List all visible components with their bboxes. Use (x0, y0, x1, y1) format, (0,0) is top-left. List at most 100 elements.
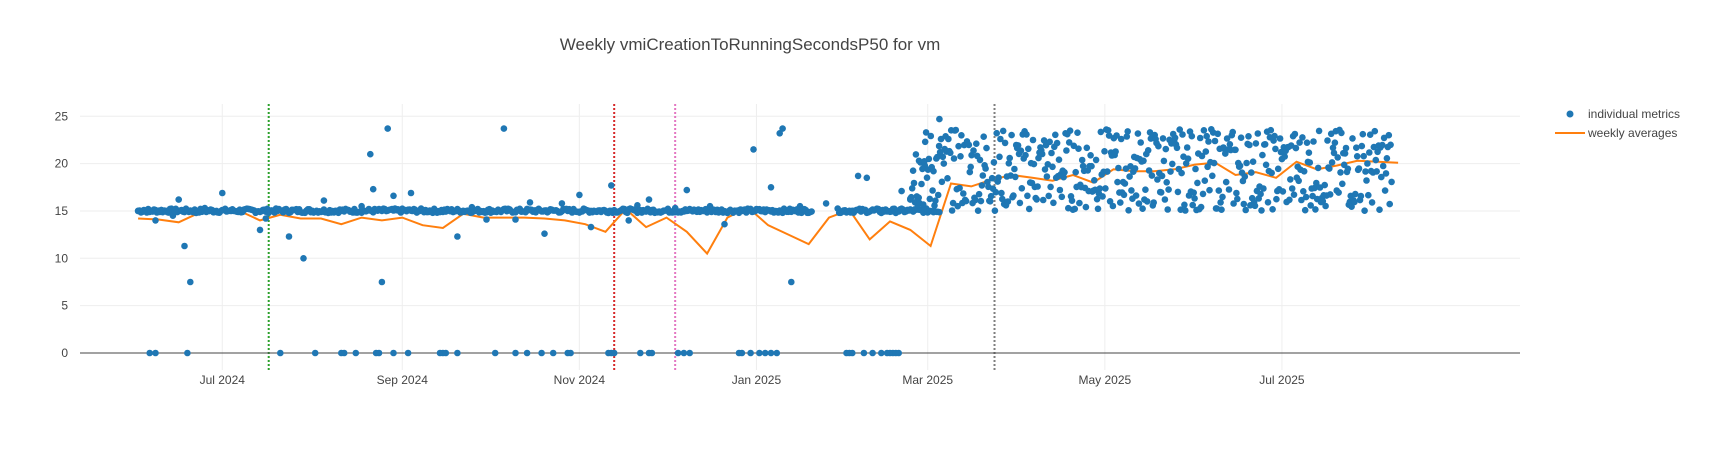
individual-metric-point (1219, 193, 1226, 201)
individual-metric-point (1167, 168, 1174, 175)
individual-metric-point (512, 349, 519, 357)
individual-metric-point (1236, 162, 1244, 170)
individual-metric-point (538, 349, 545, 357)
individual-metric-point (1372, 156, 1380, 164)
individual-metric-point (1092, 156, 1100, 164)
individual-metric-point (407, 189, 415, 197)
individual-metric-point (1093, 195, 1101, 203)
individual-metric-point (1176, 126, 1183, 133)
individual-metric-point (1366, 149, 1373, 156)
individual-metric-point (1341, 150, 1349, 157)
individual-metric-point (1324, 137, 1331, 144)
individual-metric-point (1061, 169, 1068, 176)
individual-metric-point (1088, 162, 1095, 170)
individual-metric-point (285, 233, 293, 240)
individual-metric-point (910, 179, 918, 187)
individual-metric-point (999, 127, 1007, 135)
individual-metric-point (1023, 131, 1030, 138)
individual-metric-point (1279, 188, 1287, 195)
individual-metric-point (1171, 134, 1179, 142)
individual-metric-point (918, 180, 925, 188)
individual-metric-point (1313, 179, 1320, 187)
individual-metric-point (915, 194, 922, 201)
individual-metric-point (1300, 168, 1308, 175)
individual-metric-point (1050, 199, 1057, 207)
individual-metric-point (1269, 206, 1276, 213)
individual-metric-point (939, 153, 947, 161)
individual-metric-point (1114, 178, 1121, 186)
individual-metric-point (1161, 196, 1169, 203)
legend-label-individual-metrics[interactable]: individual metrics (1588, 107, 1680, 121)
individual-metric-point (219, 189, 226, 197)
individual-metric-point (993, 129, 1000, 137)
y-tick-label: 20 (55, 157, 69, 171)
individual-metric-point (1271, 132, 1278, 140)
individual-metric-point (1194, 179, 1201, 187)
individual-metric-point (1273, 195, 1280, 203)
individual-metric-point (541, 230, 548, 237)
individual-metric-point (860, 349, 868, 357)
individual-metric-point (978, 182, 986, 189)
individual-metric-point (977, 197, 985, 205)
individual-metric-point (152, 349, 159, 357)
individual-metric-point (1179, 131, 1186, 138)
individual-metric-point (1362, 168, 1369, 175)
individual-metric-point (1302, 193, 1310, 201)
individual-metric-point (1215, 187, 1223, 194)
individual-metric-point (1131, 165, 1139, 172)
individual-metric-point (1312, 206, 1319, 213)
individual-metric-point (999, 195, 1006, 203)
individual-metric-point (1039, 196, 1047, 204)
individual-metric-point (1272, 145, 1279, 153)
individual-metric-point (750, 146, 757, 153)
individual-metric-point (512, 216, 519, 223)
individual-metric-point (1223, 135, 1231, 142)
individual-metric-point (1229, 128, 1236, 136)
individual-metric-point (390, 192, 397, 200)
individual-metric-point (1184, 155, 1192, 162)
individual-metric-point (980, 133, 987, 140)
individual-metric-point (863, 174, 871, 182)
individual-metric-point (1311, 184, 1318, 192)
individual-metric-point (1160, 157, 1168, 165)
individual-metric-point (1101, 148, 1108, 155)
individual-metric-point (1087, 152, 1094, 159)
individual-metric-point (1326, 191, 1334, 198)
legend[interactable]: individual metrics weekly averages (1555, 107, 1680, 140)
individual-metric-point (987, 192, 995, 200)
individual-metric-point (1373, 168, 1380, 175)
individual-metric-point (1163, 179, 1170, 186)
individual-metric-point (1205, 138, 1212, 145)
individual-metric-point (367, 150, 374, 158)
individual-metric-point (1006, 154, 1013, 162)
individual-metric-point (1135, 200, 1143, 207)
individual-metric-point (1314, 164, 1322, 172)
individual-metric-point (1058, 193, 1066, 201)
individual-metric-point (1281, 153, 1288, 160)
individual-metric-point (1104, 127, 1112, 134)
legend-label-weekly-averages[interactable]: weekly averages (1587, 126, 1677, 140)
individual-metric-point (1335, 189, 1342, 196)
individual-metric-point (608, 182, 615, 189)
individual-metric-point (1113, 132, 1120, 139)
individual-metric-point (1053, 139, 1061, 147)
individual-metric-point (625, 217, 632, 224)
individual-metric-point (1137, 139, 1144, 146)
individual-metric-point (1365, 191, 1372, 199)
individual-metric-point (958, 132, 965, 139)
individual-metric-point (1038, 150, 1046, 158)
individual-metric-point (1174, 188, 1182, 196)
individual-metric-point (1004, 198, 1012, 205)
individual-metric-point (1076, 199, 1083, 207)
individual-metric-point (1150, 199, 1157, 206)
individual-metric-point (1371, 127, 1379, 135)
individual-metric-point (1286, 196, 1293, 204)
individual-metric-point (1001, 139, 1009, 147)
individual-metric-point (1359, 130, 1367, 138)
individual-metric-point (1360, 152, 1367, 160)
individual-metric-point (1083, 144, 1091, 152)
individual-metric-point (152, 217, 159, 224)
individual-metric-point (1025, 145, 1032, 153)
individual-metric-point (1381, 187, 1389, 194)
individual-metric-point (1139, 205, 1146, 212)
